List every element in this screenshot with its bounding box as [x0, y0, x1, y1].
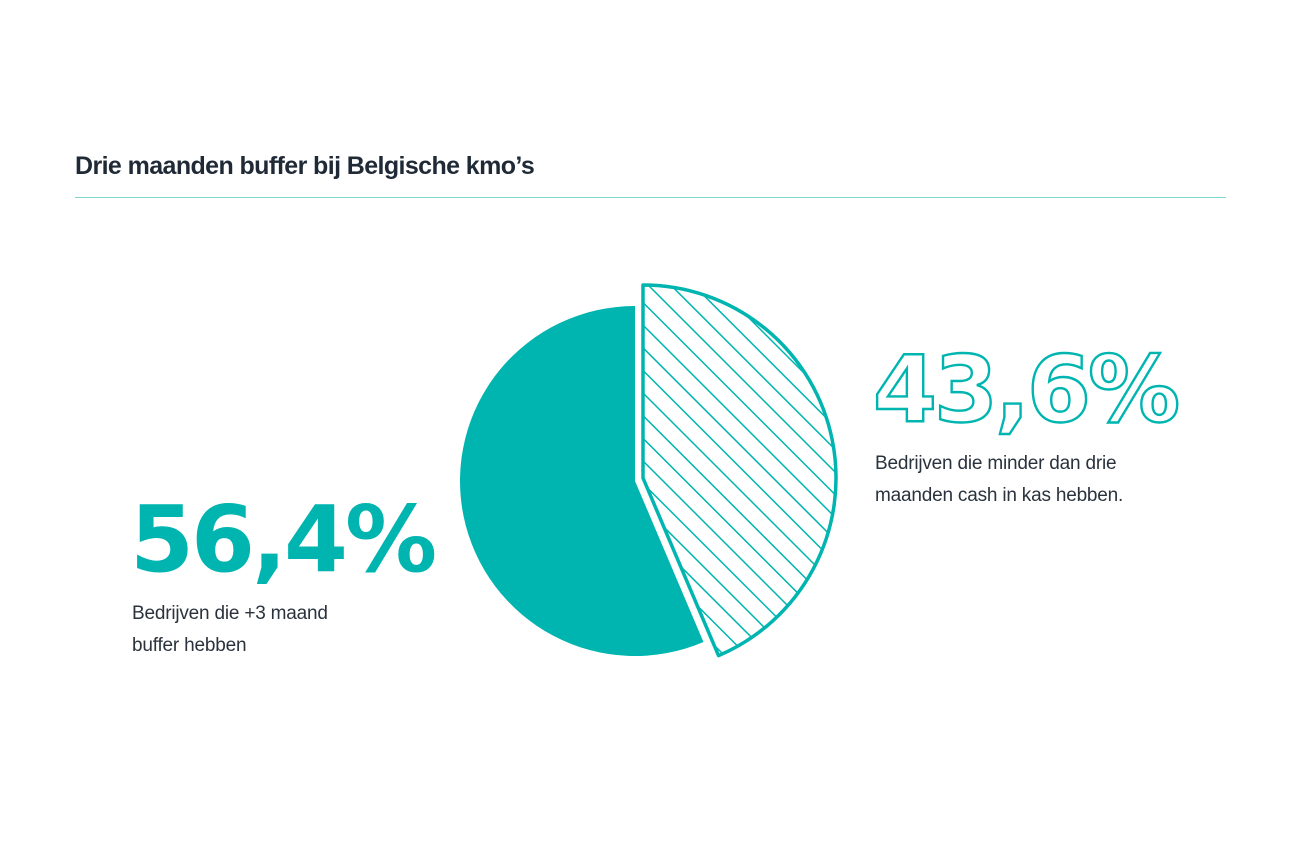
- value-label-buffer: 56,4%: [130, 486, 437, 593]
- value-label-no-buffer: 43,6%: [872, 336, 1182, 443]
- pie-slice-no-buffer: [641, 283, 838, 658]
- title-divider: [75, 197, 1226, 198]
- caption-line: buffer hebben: [132, 635, 247, 656]
- caption-line: Bedrijven die minder dan drie: [875, 453, 1117, 474]
- caption-line: Bedrijven die +3 maand: [132, 603, 328, 624]
- chart-title: Drie maanden buffer bij Belgische kmo’s: [75, 152, 535, 180]
- slice-caption-no-buffer: Bedrijven die minder dan drie maanden ca…: [875, 448, 1123, 512]
- caption-line: maanden cash in kas hebben.: [875, 485, 1124, 506]
- slice-caption-buffer: Bedrijven die +3 maand buffer hebben: [132, 598, 328, 662]
- pie-slice-buffer: [460, 306, 704, 656]
